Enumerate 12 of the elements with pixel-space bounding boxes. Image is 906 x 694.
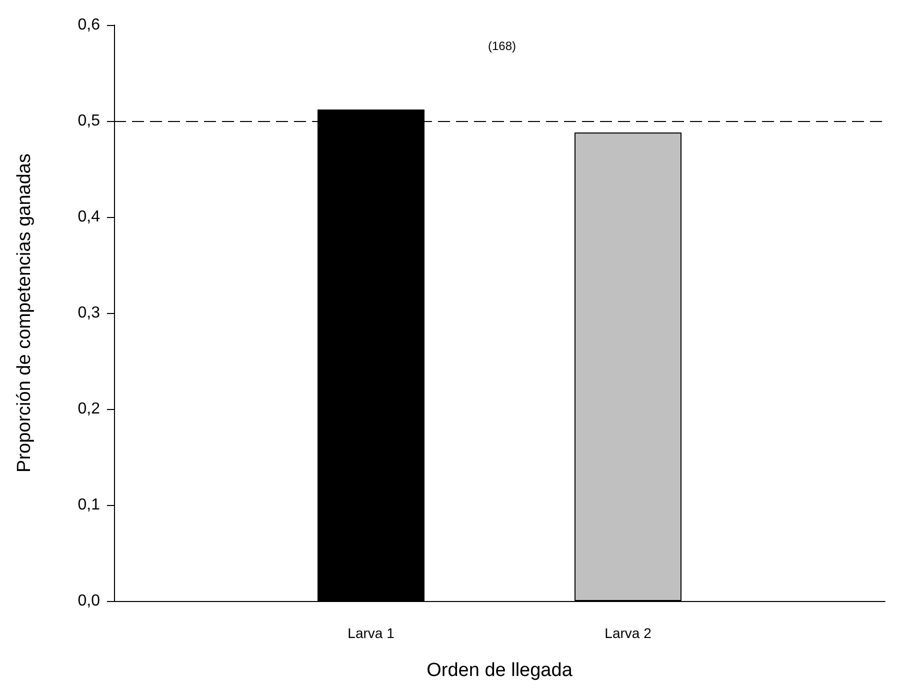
y-tick-label: 0,2 bbox=[78, 400, 100, 418]
y-axis-title: Proporción de competencias ganadas bbox=[14, 154, 35, 472]
y-tick-label: 0,4 bbox=[78, 208, 100, 226]
x-tick-label: Larva 1 bbox=[348, 625, 395, 641]
y-tick-label: 0,0 bbox=[78, 592, 100, 610]
annotation: (168) bbox=[488, 39, 516, 53]
y-tick-label: 0,3 bbox=[78, 304, 100, 322]
x-axis-title: Orden de llegada bbox=[426, 660, 573, 681]
y-tick-label: 0,5 bbox=[78, 112, 100, 130]
y-tick-label: 0,1 bbox=[78, 496, 100, 514]
y-tick-label: 0,6 bbox=[78, 16, 100, 34]
x-tick-label: Larva 2 bbox=[604, 625, 652, 641]
